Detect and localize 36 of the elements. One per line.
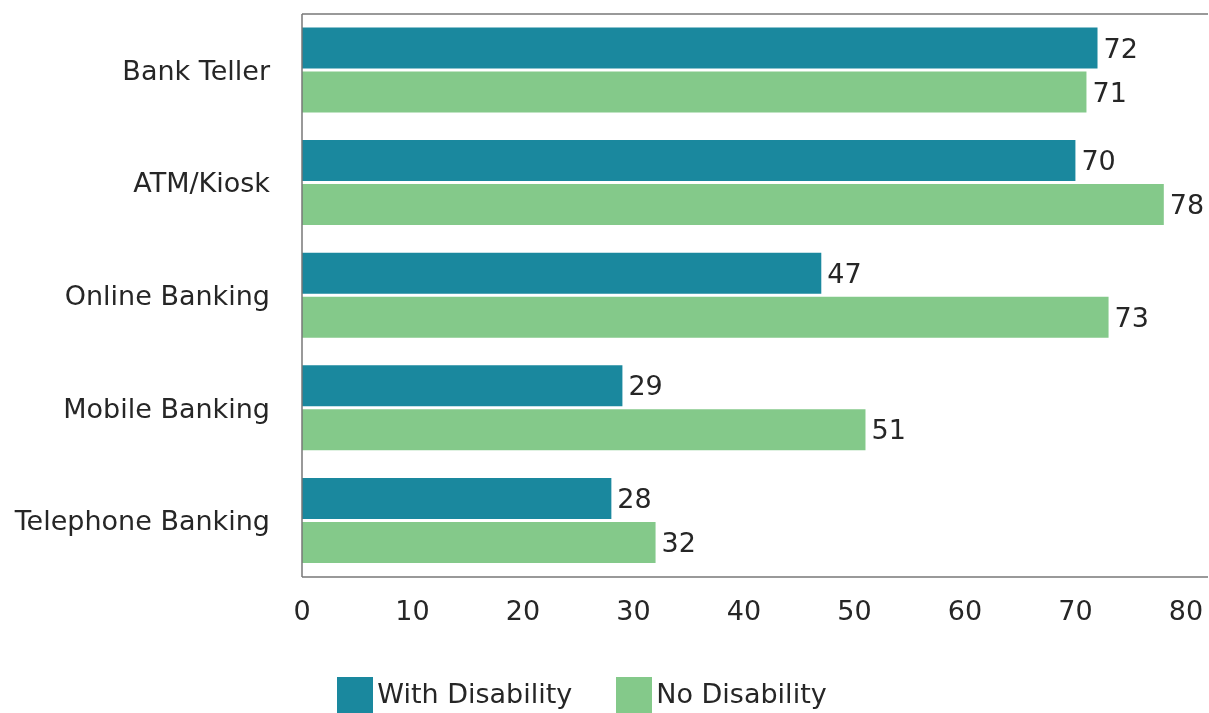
data-label: 32 (661, 527, 696, 558)
bar (302, 27, 1098, 69)
legend-label: No Disability (656, 677, 827, 709)
data-label: 51 (871, 414, 906, 446)
x-tick-label: 10 (395, 595, 430, 627)
data-label: 78 (1169, 189, 1205, 221)
data-label: 47 (827, 257, 862, 289)
y-tick-label: Telephone Banking (13, 505, 270, 537)
data-label: 73 (1114, 301, 1149, 333)
x-tick-label: 70 (1058, 595, 1093, 627)
x-tick-label: 60 (947, 595, 983, 627)
bar (302, 252, 822, 294)
y-tick-label: Bank Teller (122, 54, 271, 86)
y-tick-label: ATM/Kiosk (133, 167, 271, 199)
data-label: 70 (1081, 145, 1116, 177)
data-label: 28 (617, 483, 652, 514)
bar (302, 71, 1087, 113)
bar (302, 521, 656, 563)
y-tick-label: Mobile Banking (63, 392, 270, 424)
data-label: 71 (1092, 76, 1127, 108)
y-tick-label: Online Banking (64, 280, 270, 312)
x-tick-label: 30 (616, 595, 651, 627)
bar (302, 296, 1109, 338)
x-tick-label: 0 (293, 595, 311, 627)
bar (302, 409, 866, 451)
x-tick-label: 50 (837, 595, 872, 627)
bar (302, 140, 1076, 182)
data-label: 72 (1103, 32, 1138, 64)
x-tick-label: 20 (505, 595, 541, 627)
x-tick-label: 40 (726, 595, 762, 627)
data-label: 29 (628, 370, 663, 402)
bar (302, 184, 1164, 226)
bar (302, 365, 623, 407)
x-tick-label: 80 (1168, 595, 1204, 627)
bar (302, 477, 612, 519)
legend-label: With Disability (377, 677, 573, 709)
